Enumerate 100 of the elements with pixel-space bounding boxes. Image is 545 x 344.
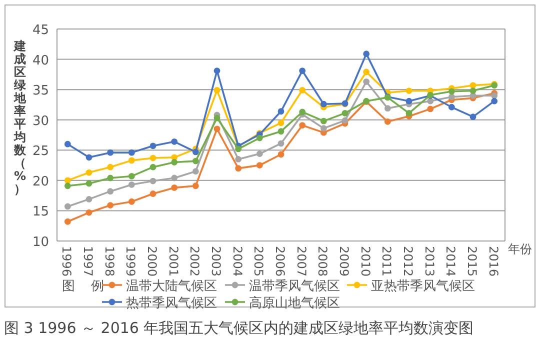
legend-label: 高原山地气候区 xyxy=(249,295,340,311)
point xyxy=(64,177,71,184)
x-tick-label: 2004 xyxy=(230,246,244,277)
y-tick-label: 35 xyxy=(32,84,49,99)
point xyxy=(256,162,263,168)
point xyxy=(107,188,114,195)
point xyxy=(128,149,135,156)
point xyxy=(320,118,327,124)
x-tick-label: 2007 xyxy=(294,246,308,277)
point xyxy=(235,165,242,172)
point xyxy=(214,68,220,74)
point xyxy=(448,94,455,100)
point xyxy=(256,134,263,142)
x-tick-label: 2009 xyxy=(337,246,351,277)
point xyxy=(299,122,306,129)
y-tick-label: 45 xyxy=(32,23,49,38)
x-tick-label: 1998 xyxy=(102,246,116,277)
point xyxy=(363,50,370,58)
x-tick-label: 2015 xyxy=(465,246,479,277)
point xyxy=(86,180,92,187)
point xyxy=(128,198,135,205)
point xyxy=(107,164,114,170)
point xyxy=(342,117,348,124)
point xyxy=(299,108,306,116)
point xyxy=(214,86,220,94)
y-tick-label: 20 xyxy=(32,174,49,190)
x-tick-label: 2000 xyxy=(145,246,159,277)
point xyxy=(470,114,476,120)
point xyxy=(427,106,434,112)
point xyxy=(278,108,284,115)
y-tick-label: 40 xyxy=(32,53,49,68)
point xyxy=(278,120,284,126)
point xyxy=(363,68,370,76)
point xyxy=(150,154,156,162)
point xyxy=(406,110,412,116)
point xyxy=(320,125,327,132)
point xyxy=(278,140,284,147)
point xyxy=(86,169,92,176)
x-tick-label: 1997 xyxy=(81,246,95,277)
text: 图 3 1996 ～ 2016 年我国五大气候区内的建成区绿地率平均数演变图 xyxy=(4,319,474,337)
legend-label: 亚热带季风气候区 xyxy=(371,279,475,294)
x-tick-label: 2003 xyxy=(209,246,223,277)
point xyxy=(192,168,199,175)
x-tick-label: 2006 xyxy=(273,246,287,277)
x-axis-title: 年份 xyxy=(508,242,532,256)
x-tick-label: 2008 xyxy=(316,246,330,277)
point xyxy=(64,140,71,148)
point xyxy=(64,182,71,190)
legend-label: 温带季风气候区 xyxy=(249,279,340,294)
point xyxy=(150,164,156,170)
point xyxy=(107,149,114,156)
point xyxy=(150,178,156,184)
point xyxy=(299,68,306,74)
point xyxy=(150,142,156,150)
point xyxy=(128,157,135,164)
point xyxy=(107,174,114,182)
point xyxy=(107,202,114,208)
point xyxy=(64,203,71,210)
point xyxy=(128,181,135,188)
x-tick-label: 1996 xyxy=(60,246,74,277)
point xyxy=(192,148,199,156)
point xyxy=(214,126,220,132)
point xyxy=(342,110,348,116)
y-tick-label: 10 xyxy=(32,235,49,250)
point xyxy=(171,174,178,182)
point xyxy=(86,209,92,216)
x-tick-label: 1999 xyxy=(124,246,138,277)
x-tick-label: 2012 xyxy=(401,246,415,277)
point xyxy=(128,172,135,180)
point xyxy=(64,218,71,225)
x-tick-label: 2016 xyxy=(486,246,500,277)
legend-label: 温带大陆气候区 xyxy=(126,279,217,294)
point xyxy=(470,88,476,94)
y-tick-label: 30 xyxy=(32,114,49,129)
legend-label: 热带季风气候区 xyxy=(126,296,217,311)
point xyxy=(192,158,199,164)
point xyxy=(278,128,284,135)
point xyxy=(86,196,92,202)
x-tick-label: 2002 xyxy=(188,246,202,277)
point xyxy=(363,78,370,85)
point xyxy=(192,182,199,190)
point xyxy=(171,138,178,145)
point xyxy=(406,98,412,104)
ylabel: 建成区绿地率平均数（%） xyxy=(14,39,26,196)
point xyxy=(384,105,391,112)
point xyxy=(299,86,306,94)
point xyxy=(448,104,455,110)
point xyxy=(235,156,242,162)
point xyxy=(171,184,178,191)
point xyxy=(86,154,92,161)
x-tick-label: 2011 xyxy=(380,246,394,277)
point xyxy=(150,190,156,197)
point xyxy=(235,146,242,152)
y-tick-label: 25 xyxy=(32,144,49,160)
point xyxy=(406,88,412,94)
point xyxy=(171,159,178,166)
point xyxy=(427,98,434,104)
legend-title: 图 例 xyxy=(62,279,110,294)
point xyxy=(256,150,263,157)
point xyxy=(470,82,476,89)
